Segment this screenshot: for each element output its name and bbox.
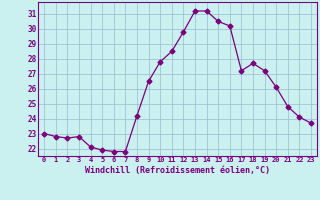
X-axis label: Windchill (Refroidissement éolien,°C): Windchill (Refroidissement éolien,°C) [85, 166, 270, 175]
